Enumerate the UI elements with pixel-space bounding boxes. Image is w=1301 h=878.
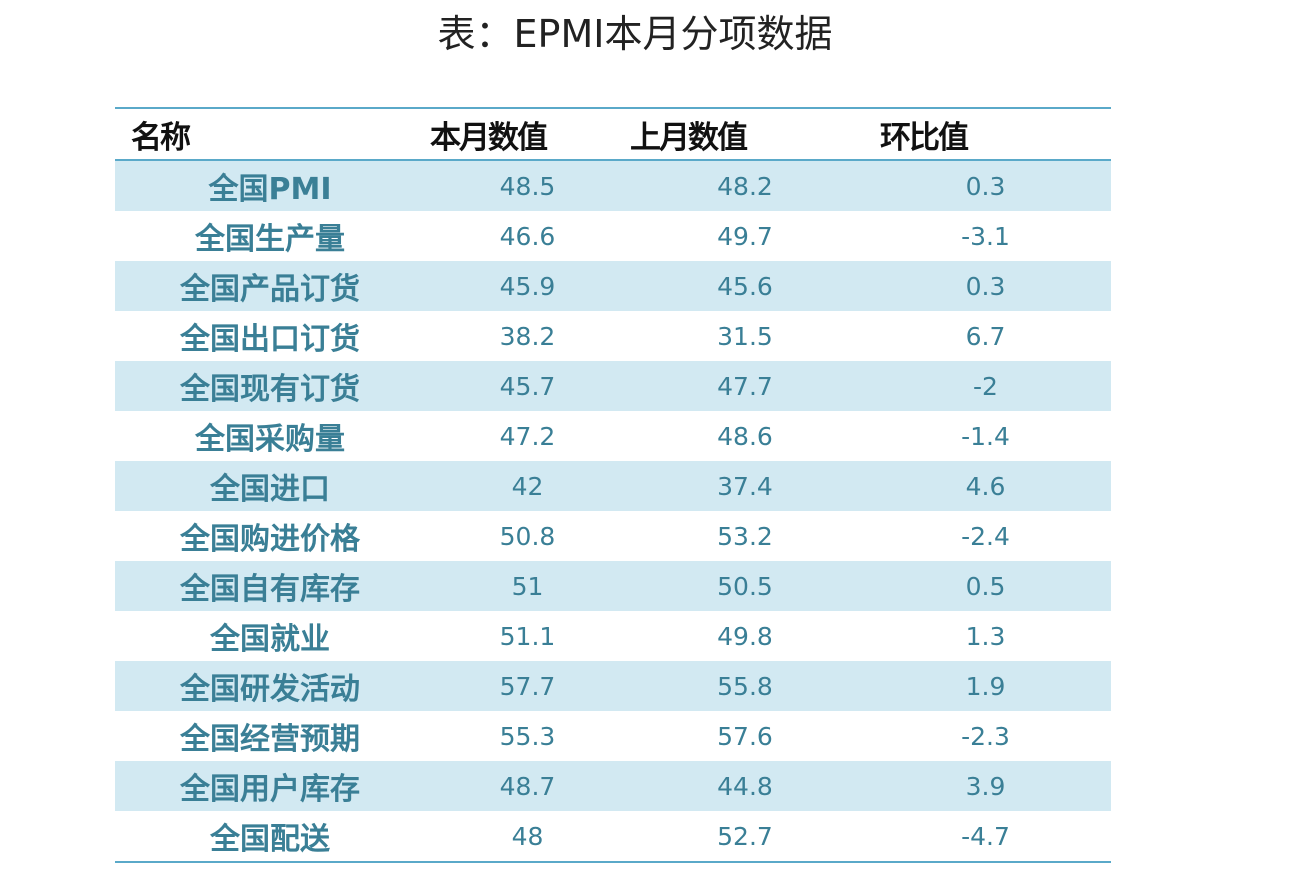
cell-name: 全国进口 bbox=[210, 472, 330, 507]
cell-previous: 31.5 bbox=[717, 321, 773, 351]
cell-change: 0.3 bbox=[965, 271, 1006, 301]
cell-current: 50.8 bbox=[499, 521, 556, 551]
cell-change: -3.1 bbox=[961, 221, 1010, 251]
cell-name: 全国产品订货 bbox=[180, 272, 360, 307]
header-previous: 上月数值 bbox=[630, 119, 748, 156]
cell-previous: 49.8 bbox=[717, 621, 773, 651]
table-row: 全国购进价格 50.8 53.2 -2.4 bbox=[115, 511, 1111, 561]
cell-name: 全国购进价格 bbox=[180, 522, 360, 557]
table-row: 全国经营预期 55.3 57.6 -2.3 bbox=[115, 711, 1111, 761]
cell-current: 55.3 bbox=[499, 721, 556, 751]
cell-current: 51.1 bbox=[499, 621, 556, 651]
table-row: 全国配送 48 52.7 -4.7 bbox=[115, 811, 1111, 862]
cell-previous: 48.6 bbox=[717, 421, 773, 451]
table-row: 全国出口订货 38.2 31.5 6.7 bbox=[115, 311, 1111, 361]
cell-previous: 57.6 bbox=[717, 721, 773, 751]
cell-name: 全国生产量 bbox=[195, 222, 345, 257]
table-row: 全国就业 51.1 49.8 1.3 bbox=[115, 611, 1111, 661]
table-row: 全国现有订货 45.7 47.7 -2 bbox=[115, 361, 1111, 411]
cell-current: 45.7 bbox=[499, 371, 556, 401]
cell-name: 全国现有订货 bbox=[180, 372, 360, 407]
cell-change: -4.7 bbox=[961, 821, 1010, 851]
cell-previous: 48.2 bbox=[717, 171, 773, 201]
header-change: 环比值 bbox=[880, 119, 969, 156]
cell-change: -2.4 bbox=[961, 521, 1010, 551]
cell-previous: 53.2 bbox=[717, 521, 773, 551]
cell-change: -1.4 bbox=[961, 421, 1010, 451]
cell-current: 48 bbox=[511, 821, 544, 851]
table-row: 全国生产量 46.6 49.7 -3.1 bbox=[115, 211, 1111, 261]
cell-change: 1.3 bbox=[965, 621, 1006, 651]
cell-previous: 50.5 bbox=[717, 571, 773, 601]
table-row: 全国研发活动 57.7 55.8 1.9 bbox=[115, 661, 1111, 711]
header-name: 名称 bbox=[131, 119, 191, 156]
cell-previous: 45.6 bbox=[717, 271, 773, 301]
cell-name: 全国配送 bbox=[210, 822, 330, 857]
cell-change: 3.9 bbox=[965, 771, 1006, 801]
epmi-table: 名称 本月数值 上月数值 环比值 全国PMI 48.5 48.2 0.3 全国生… bbox=[115, 107, 1111, 863]
cell-current: 42 bbox=[511, 471, 544, 501]
cell-current: 48.7 bbox=[499, 771, 556, 801]
cell-change: -2.3 bbox=[961, 721, 1010, 751]
cell-previous: 49.7 bbox=[717, 221, 773, 251]
cell-previous: 55.8 bbox=[717, 671, 773, 701]
cell-name: 全国用户库存 bbox=[180, 772, 360, 807]
cell-previous: 37.4 bbox=[717, 471, 773, 501]
cell-previous: 44.8 bbox=[717, 771, 773, 801]
table-body: 全国PMI 48.5 48.2 0.3 全国生产量 46.6 49.7 -3.1… bbox=[115, 160, 1111, 862]
cell-current: 51 bbox=[511, 571, 544, 601]
header-row: 名称 本月数值 上月数值 环比值 bbox=[115, 108, 1111, 160]
cell-change: 4.6 bbox=[965, 471, 1006, 501]
cell-change: 0.3 bbox=[965, 171, 1006, 201]
cell-current: 45.9 bbox=[499, 271, 556, 301]
table-row: 全国自有库存 51 50.5 0.5 bbox=[115, 561, 1111, 611]
table-row: 全国用户库存 48.7 44.8 3.9 bbox=[115, 761, 1111, 811]
cell-current: 48.5 bbox=[499, 171, 556, 201]
table-row: 全国产品订货 45.9 45.6 0.3 bbox=[115, 261, 1111, 311]
cell-name: 全国自有库存 bbox=[180, 572, 360, 607]
header-current: 本月数值 bbox=[430, 119, 548, 156]
cell-name: 全国出口订货 bbox=[180, 322, 360, 357]
cell-current: 47.2 bbox=[499, 421, 556, 451]
table-title: 表：EPMI本月分项数据 bbox=[437, 12, 833, 56]
cell-change: -2 bbox=[973, 371, 998, 401]
cell-name: 全国经营预期 bbox=[180, 722, 360, 757]
cell-name: 全国就业 bbox=[210, 622, 330, 657]
cell-name: 全国研发活动 bbox=[180, 672, 360, 707]
cell-current: 46.6 bbox=[499, 221, 556, 251]
cell-previous: 47.7 bbox=[717, 371, 773, 401]
cell-name: 全国采购量 bbox=[195, 422, 345, 457]
cell-previous: 52.7 bbox=[717, 821, 773, 851]
cell-current: 38.2 bbox=[499, 321, 556, 351]
table-row: 全国采购量 47.2 48.6 -1.4 bbox=[115, 411, 1111, 461]
table-row: 全国PMI 48.5 48.2 0.3 bbox=[115, 160, 1111, 211]
epmi-table-container: 名称 本月数值 上月数值 环比值 全国PMI 48.5 48.2 0.3 全国生… bbox=[115, 107, 1111, 863]
cell-change: 1.9 bbox=[965, 671, 1006, 701]
cell-change: 6.7 bbox=[965, 321, 1006, 351]
table-row: 全国进口 42 37.4 4.6 bbox=[115, 461, 1111, 511]
cell-name: 全国PMI bbox=[208, 172, 332, 207]
cell-current: 57.7 bbox=[499, 671, 556, 701]
cell-change: 0.5 bbox=[965, 571, 1006, 601]
